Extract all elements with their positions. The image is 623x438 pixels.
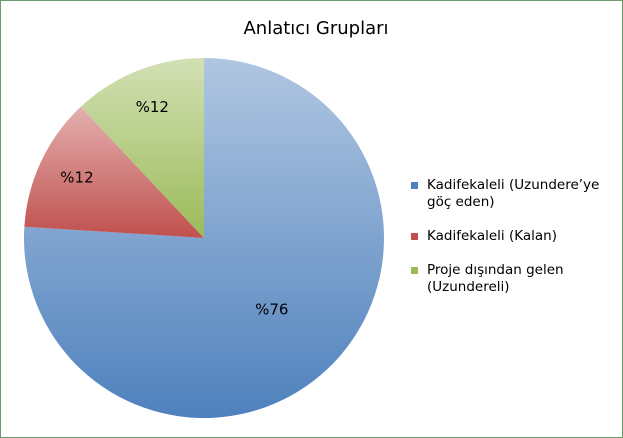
data-label: %12 <box>60 169 93 187</box>
legend-item: Kadifekaleli (Kalan) <box>411 228 616 245</box>
legend-label: Kadifekaleli (Uzundere’ye göç eden) <box>427 177 600 210</box>
legend-swatch <box>411 267 418 274</box>
legend-item: Kadifekaleli (Uzundere’ye göç eden) <box>411 177 616 211</box>
legend-label: Proje dışından gelen (Uzundereli) <box>427 262 564 295</box>
legend-item: Proje dışından gelen (Uzundereli) <box>411 262 616 296</box>
data-label: %76 <box>255 301 288 319</box>
data-label: %12 <box>136 98 169 116</box>
pie-slice <box>24 106 204 238</box>
legend-swatch <box>411 182 418 189</box>
pie-slice <box>80 58 204 238</box>
legend: Kadifekaleli (Uzundere’ye göç eden) Kadif… <box>411 177 616 313</box>
chart-title: Anlatıcı Grupları <box>243 18 388 39</box>
legend-label: Kadifekaleli (Kalan) <box>427 228 557 244</box>
legend-swatch <box>411 233 418 240</box>
